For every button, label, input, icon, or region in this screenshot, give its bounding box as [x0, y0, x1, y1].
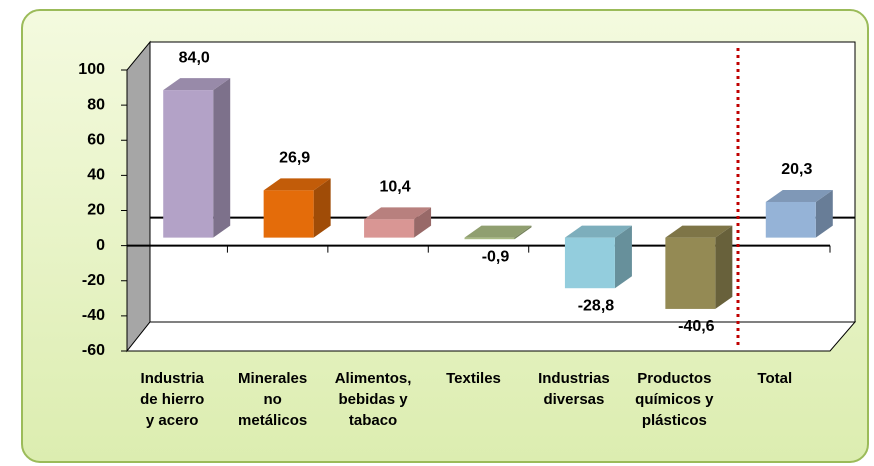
data-label: 84,0: [179, 49, 210, 66]
y-tick-label: 100: [78, 61, 105, 78]
bar: [564, 237, 615, 289]
back-wall: [149, 41, 856, 323]
data-label: 10,4: [380, 179, 411, 196]
data-label: -40,6: [678, 318, 715, 335]
x-tick-label: Textiles: [446, 370, 501, 387]
bar: [364, 219, 415, 238]
y-tick-label: 40: [87, 167, 105, 184]
x-tick-label: Minerales no metálicos: [238, 370, 308, 429]
x-tick-label: Industria de hierro y acero: [140, 370, 205, 429]
bar-side: [213, 78, 231, 238]
bar-top: [765, 189, 833, 202]
bar-top: [364, 207, 432, 220]
bar-top: [464, 225, 532, 238]
side-wall: [126, 40, 151, 353]
x-tick-label: Total: [757, 370, 793, 387]
bar: [665, 237, 716, 309]
bar-side: [514, 225, 532, 240]
data-label: -0,9: [482, 248, 510, 265]
y-tick-label: 20: [87, 202, 105, 219]
bar-top: [163, 78, 231, 91]
x-tick-label: Productos químicos y plásticos: [635, 370, 714, 429]
bar: [263, 190, 314, 238]
bar-top: [263, 178, 331, 191]
bar: [464, 237, 515, 240]
bar-side: [614, 225, 632, 289]
data-label: -28,8: [578, 297, 615, 314]
floor: [125, 321, 857, 352]
bar-side: [815, 189, 833, 238]
y-tick-label: -20: [82, 272, 105, 289]
bar-top: [564, 225, 632, 238]
y-tick-label: 60: [87, 131, 105, 148]
y-tick-label: 80: [87, 96, 105, 113]
y-tick-label: -60: [82, 342, 105, 359]
x-tick-label: Industrias diversas: [538, 370, 610, 408]
x-tick-label: Alimentos, bebidas y tabaco: [334, 370, 412, 429]
bar-side: [414, 207, 432, 238]
data-label: 26,9: [279, 150, 310, 167]
bar: [163, 90, 214, 238]
bar-side: [715, 225, 733, 309]
bar-top: [665, 225, 733, 238]
bar-side: [313, 178, 331, 238]
data-label: 20,3: [781, 161, 812, 178]
y-tick-label: -40: [82, 307, 105, 324]
y-tick-label: 0: [96, 237, 105, 254]
bar: [765, 201, 816, 238]
